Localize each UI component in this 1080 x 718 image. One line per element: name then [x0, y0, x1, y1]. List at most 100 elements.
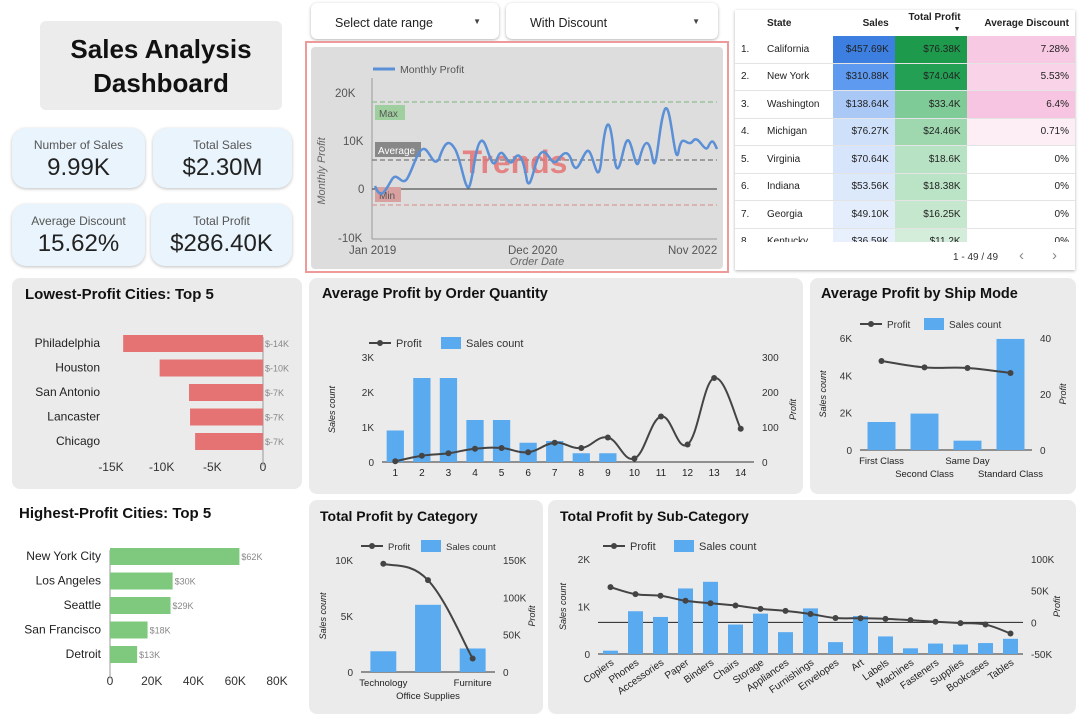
data-label: $-7K	[265, 413, 284, 423]
column-header-sales[interactable]: Sales	[833, 10, 895, 36]
shipmode-title: Average Profit by Ship Mode	[821, 286, 1018, 302]
bar	[728, 624, 743, 654]
sales-cell: $49.10K	[833, 200, 895, 229]
discount-cell: 0%	[966, 145, 1075, 174]
bar	[928, 643, 943, 654]
row-number: 2.	[735, 63, 761, 91]
profit-point	[631, 455, 638, 462]
kpi-total-profit: Total Profit $286.40K	[151, 204, 292, 266]
legend-label: Profit	[630, 541, 656, 553]
table-row[interactable]: 3. Washington $138.64K $33.4K 6.4%	[735, 90, 1075, 119]
y-right-tick-label: 200	[762, 388, 779, 399]
max-label: Max	[379, 109, 398, 120]
svg-text:Monthly Profit: Monthly Profit	[400, 64, 464, 76]
data-label: $-7K	[265, 388, 284, 398]
profit-point	[757, 605, 764, 612]
next-page-icon[interactable]: ›	[1052, 247, 1057, 264]
table-row[interactable]: 5. Virginia $70.64K $18.6K 0%	[735, 145, 1075, 174]
y-left-tick-label: 1K	[362, 423, 375, 434]
table-row[interactable]: 6. Indiana $53.56K $18.38K 0%	[735, 173, 1075, 201]
table-header-row: State Sales Total Profit ▼ Average Discou…	[735, 10, 1075, 36]
trend-ylabel: Monthly Profit	[316, 136, 328, 204]
profit-point	[807, 611, 814, 618]
table-row[interactable]: 1. California $457.69K $76.38K 7.28%	[735, 36, 1075, 64]
x-tick-label: Standard Class	[978, 469, 1043, 480]
sales-cell: $36.59K	[833, 228, 895, 242]
quantity-title: Average Profit by Order Quantity	[322, 286, 548, 302]
sales-cell: $76.27K	[833, 118, 895, 146]
y-right-axis-label: Profit	[1052, 596, 1062, 618]
table-row[interactable]: 2. New York $310.88K $74.04K 5.53%	[735, 63, 1075, 91]
trend-chart: Monthly Profit 20K 10K 0 -10K Monthly Pr…	[316, 64, 719, 268]
bar	[110, 646, 138, 663]
trend-xtick: Dec 2020	[508, 245, 557, 257]
state-cell: New York	[761, 63, 834, 91]
legend-bar-swatch	[924, 318, 944, 330]
x-tick-label: 7	[552, 468, 558, 479]
subcategory-title: Total Profit by Sub-Category	[560, 508, 749, 524]
lowest-profit-panel	[12, 278, 302, 489]
profit-cell: $74.04K	[894, 63, 967, 91]
discount-cell: 5.53%	[966, 63, 1075, 91]
y-left-axis-label: Sales count	[558, 582, 568, 630]
y-right-tick-label: 100	[762, 423, 779, 434]
column-header-average-discount[interactable]: Average Discount	[966, 10, 1075, 36]
bar	[703, 581, 718, 654]
bar	[189, 384, 263, 401]
bar	[370, 651, 397, 672]
kpi-number-of-sales: Number of Sales 9.99K	[12, 128, 145, 188]
bar	[1003, 638, 1018, 654]
bar	[867, 422, 896, 450]
profit-point	[878, 357, 885, 364]
table-row[interactable]: 4. Michigan $76.27K $24.46K 0.71%	[735, 118, 1075, 146]
highest-profit-chart: 0 20K 40K 60K 80K New York City $62K Los Angele…	[24, 548, 288, 688]
bar	[878, 636, 893, 654]
column-header-total-profit[interactable]: Total Profit ▼	[894, 10, 967, 36]
category-label: Los Angeles	[36, 574, 101, 588]
table-row[interactable]: 7. Georgia $49.10K $16.25K 0%	[735, 200, 1075, 229]
y-left-tick-label: 0	[846, 446, 852, 457]
profit-cell: $16.25K	[894, 200, 967, 229]
row-number: 8.	[735, 228, 761, 242]
bar	[415, 604, 441, 672]
x-tick-label: Furniture	[454, 678, 492, 689]
y-left-axis-label: Sales count	[327, 385, 337, 433]
shipmode-panel	[810, 278, 1076, 494]
y-right-tick-label: 20	[1040, 390, 1052, 401]
y-right-tick-label: 100K	[1031, 555, 1055, 566]
y-left-tick-label: 0	[347, 668, 353, 679]
bar	[110, 548, 240, 565]
category-label: Philadelphia	[35, 336, 101, 350]
profit-cell: $33.4K	[894, 90, 967, 119]
profit-point	[782, 607, 789, 614]
y-right-tick-label: 40	[1040, 334, 1052, 345]
table-row[interactable]: 8. Kentucky $36.59K $11.2K 0%	[735, 228, 1075, 242]
bar	[978, 643, 993, 654]
profit-point	[445, 450, 452, 457]
y-right-axis-label: Profit	[788, 399, 798, 421]
y-right-tick-label: -50K	[1031, 650, 1052, 661]
legend-line-marker	[369, 543, 375, 549]
prev-page-icon[interactable]: ‹	[1019, 247, 1024, 264]
state-cell: Indiana	[761, 173, 834, 201]
kpi-average-discount: Average Discount 15.62%	[12, 204, 145, 266]
x-tick-label: 1	[393, 468, 399, 479]
bar	[413, 378, 431, 462]
x-tick-label: -10K	[149, 460, 174, 474]
column-header-state[interactable]: State	[761, 10, 834, 36]
date-range-dropdown[interactable]: Select date range ▼	[311, 3, 499, 39]
x-tick-label: 40K	[183, 674, 204, 688]
legend-bar-swatch	[441, 337, 461, 349]
y-left-tick-label: 6K	[840, 334, 853, 345]
y-right-axis-label: Profit	[1058, 383, 1068, 405]
x-tick-label: First Class	[859, 456, 904, 467]
sales-cell: $53.56K	[833, 173, 895, 201]
profit-point	[684, 441, 691, 448]
y-right-tick-label: 150K	[503, 556, 527, 567]
subcategory-panel	[548, 500, 1076, 714]
legend-label: Profit	[388, 542, 411, 553]
y-left-tick-label: 0	[368, 458, 374, 469]
legend-label: Sales count	[466, 338, 523, 350]
trend-xtick: Nov 2022	[668, 245, 717, 257]
discount-dropdown[interactable]: With Discount ▼	[506, 3, 718, 39]
